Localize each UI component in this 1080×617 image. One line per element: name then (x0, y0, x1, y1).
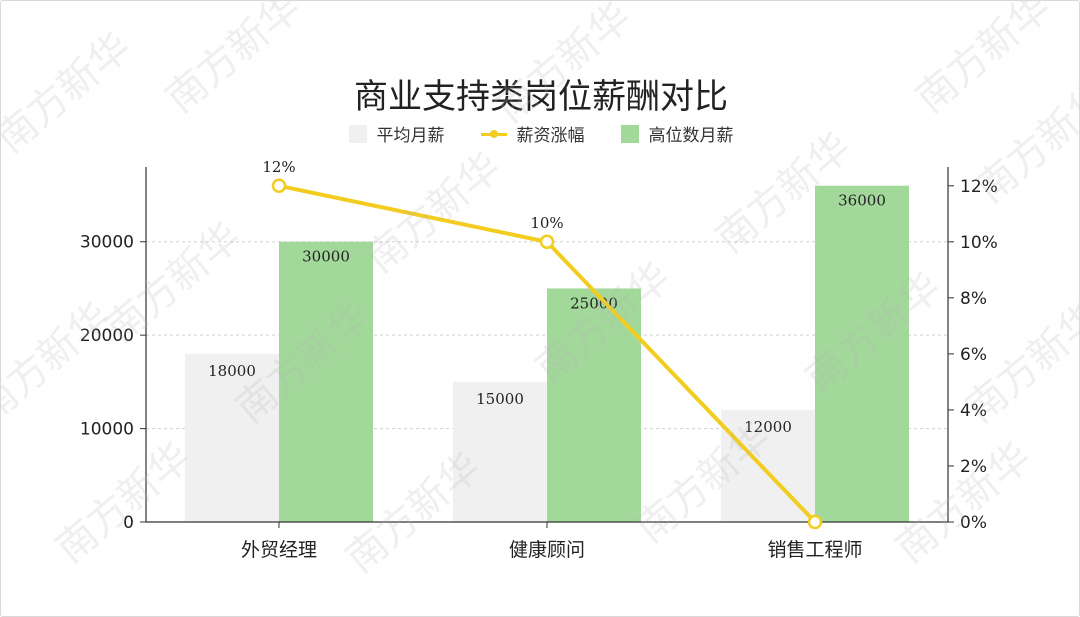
right-axis-tick-label: 4% (960, 401, 987, 421)
bar-high-0 (279, 241, 373, 522)
right-axis-tick-label: 0% (960, 513, 987, 533)
legend-label-avg: 平均月薪 (376, 126, 445, 146)
legend-swatch-growth (480, 125, 507, 143)
bar-high-1 (547, 288, 641, 522)
left-axis-tick-label: 20000 (80, 326, 134, 346)
legend-item-growth: 薪资涨幅 (480, 121, 585, 146)
growth-point-1 (539, 234, 555, 250)
left-axis-tick-label: 30000 (80, 233, 134, 253)
left-axis-tick-label: 10000 (80, 420, 134, 440)
data-label-avg: 12000 (744, 418, 792, 436)
bar-high-2 (815, 185, 909, 522)
data-label-growth: 12% (262, 158, 295, 176)
right-axis-tick-label: 8% (960, 289, 987, 309)
data-label-avg: 18000 (208, 362, 256, 380)
right-axis-tick-label: 10% (960, 233, 998, 253)
data-label-avg: 15000 (476, 390, 524, 408)
right-axis-tick-label: 12% (960, 177, 998, 197)
right-axis-tick-label: 2% (960, 457, 987, 477)
bar-avg-0 (185, 353, 279, 522)
data-label-high: 30000 (302, 248, 350, 266)
legend: 平均月薪 薪资涨幅 高位数月薪 (1, 121, 1079, 146)
legend-swatch-high (620, 124, 639, 143)
bar-avg-1 (453, 381, 547, 522)
legend-swatch-avg (348, 124, 367, 143)
legend-label-growth: 薪资涨幅 (516, 126, 585, 146)
legend-label-high: 高位数月薪 (648, 126, 734, 146)
data-label-growth: 10% (530, 214, 563, 232)
data-label-high: 25000 (570, 294, 618, 312)
data-label-high: 36000 (838, 192, 886, 210)
growth-point-0 (271, 178, 287, 194)
x-axis-category-label: 销售工程师 (767, 539, 862, 561)
chart-title: 商业支持类岗位薪酬对比 (354, 77, 728, 117)
x-axis-category-label: 外贸经理 (241, 539, 317, 561)
left-axis-tick-label: 0 (123, 513, 134, 533)
legend-item-high: 高位数月薪 (620, 121, 734, 146)
growth-point-2 (807, 514, 823, 530)
legend-item-avg: 平均月薪 (348, 121, 445, 146)
right-axis-tick-label: 6% (960, 345, 987, 365)
x-axis-category-label: 健康顾问 (509, 539, 585, 561)
